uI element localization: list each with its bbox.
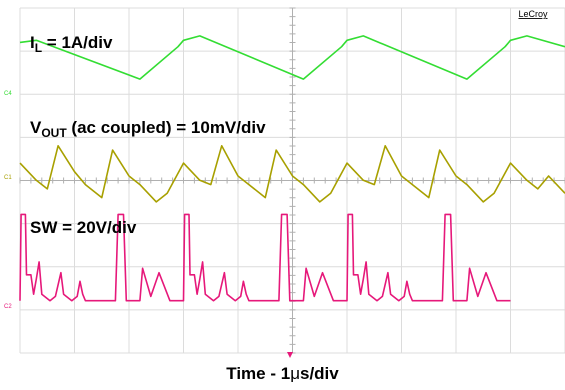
- trace-c1: [19, 145, 565, 203]
- x-axis-label: Time - 1μs/div: [226, 364, 339, 383]
- traces: C4 C1 C2: [4, 35, 565, 310]
- channel-label-c2: SW = 20V/div: [30, 218, 137, 237]
- channel-marker-c4: C4: [4, 91, 12, 97]
- trigger-marker: [287, 352, 293, 358]
- channel-marker-c2: C2: [4, 304, 12, 310]
- channel-labels: IL = 1A/div VOUT (ac coupled) = 10mV/div S…: [30, 33, 266, 237]
- channel-marker-c1: C1: [4, 175, 12, 181]
- brand-label: LeCroy: [518, 9, 548, 19]
- trace-c2: [19, 213, 511, 302]
- channel-label-c1: VOUT (ac coupled) = 10mV/div: [30, 118, 266, 140]
- channel-label-c4: IL = 1A/div: [30, 33, 113, 55]
- grid: [19, 7, 565, 354]
- trace-c4: [19, 35, 565, 80]
